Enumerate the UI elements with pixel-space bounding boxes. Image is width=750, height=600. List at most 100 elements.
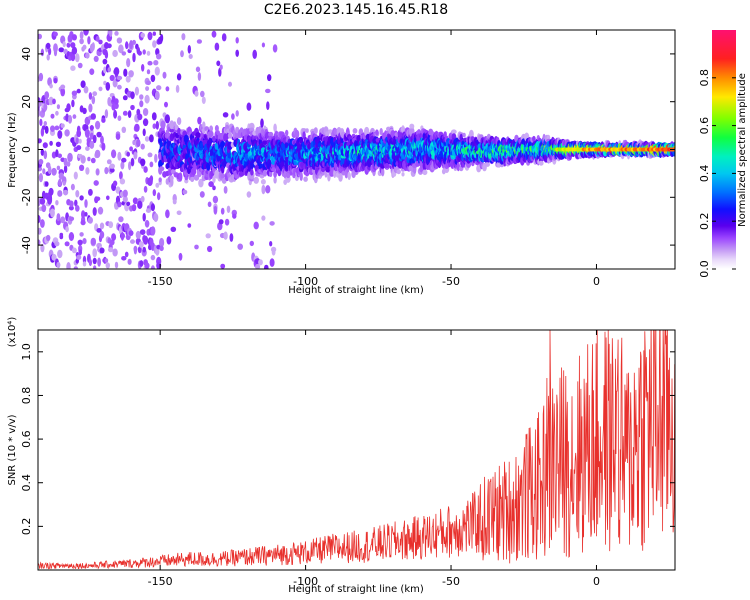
- heatmap-cell: [70, 42, 76, 49]
- heatmap-cell: [121, 126, 127, 133]
- heatmap-cell: [145, 86, 150, 91]
- heatmap-cell: [60, 216, 66, 224]
- heatmap-cell: [50, 125, 55, 132]
- heatmap-cell: [71, 247, 77, 254]
- heatmap-cell: [152, 189, 156, 197]
- heatmap-cell: [113, 67, 120, 76]
- heatmap-cell: [111, 149, 117, 159]
- heatmap-cell: [84, 212, 88, 217]
- heatmap-cell: [226, 205, 231, 213]
- heatmap-cell: [187, 126, 191, 132]
- heatmap-cell: [94, 196, 101, 202]
- heatmap-cell: [66, 262, 71, 269]
- heatmap-cell: [112, 180, 118, 187]
- chart-title: C2E6.2023.145.16.45.R18: [264, 2, 448, 18]
- heatmap-cell: [409, 123, 415, 130]
- heatmap-cell: [104, 258, 109, 263]
- heatmap-cell: [74, 199, 78, 207]
- heatmap-cell: [70, 65, 76, 71]
- heatmap-cell: [182, 189, 188, 195]
- heatmap-cell: [115, 133, 121, 140]
- heatmap-cell: [128, 230, 134, 237]
- heatmap-cell: [176, 117, 182, 126]
- heatmap-cell: [223, 186, 228, 194]
- heatmap-cell: [222, 112, 229, 118]
- heatmap-cell: [130, 239, 135, 244]
- heatmap-cell: [159, 245, 164, 252]
- heatmap-cell: [103, 80, 107, 86]
- heatmap-cell: [83, 86, 89, 94]
- heatmap-cell: [260, 179, 266, 185]
- heatmap-cell: [68, 232, 75, 241]
- heatmap-cell: [209, 125, 214, 132]
- heatmap-cell: [118, 216, 124, 223]
- heatmap-cell: [194, 90, 199, 97]
- heatmap-cell: [253, 176, 259, 184]
- heatmap-cell: [88, 92, 93, 100]
- heatmap-cell: [155, 182, 160, 188]
- heatmap-cell: [117, 115, 122, 121]
- heatmap-cell: [187, 45, 191, 54]
- heatmap-cell: [115, 186, 121, 194]
- heatmap-cell: [130, 157, 135, 167]
- heatmap-cell: [44, 91, 50, 99]
- heatmap-cell: [38, 214, 41, 224]
- heatmap-cell: [138, 241, 144, 248]
- heatmap-cell: [79, 195, 84, 201]
- heatmap-cell: [147, 152, 153, 158]
- heatmap-cell: [38, 101, 42, 107]
- heatmap-cell: [266, 101, 270, 110]
- heatmap-cell: [341, 170, 345, 176]
- heatmap-cell: [220, 173, 226, 179]
- heatmap-cell: [201, 96, 206, 105]
- heatmap-cell: [277, 169, 282, 177]
- heatmap-cell: [214, 42, 220, 51]
- heatmap-cell: [261, 184, 266, 195]
- heatmap-cell: [196, 39, 202, 44]
- heatmap-cell: [137, 50, 142, 56]
- heatmap-cell: [60, 87, 66, 97]
- heatmap-cell: [84, 128, 90, 138]
- heatmap-cell: [190, 176, 195, 182]
- heatmap-cell: [112, 49, 118, 58]
- heatmap-cell: [235, 110, 239, 117]
- heatmap-cell: [202, 121, 206, 129]
- heatmap-cell: [91, 95, 96, 105]
- heatmap-cell: [180, 50, 184, 58]
- heatmap-cell: [60, 123, 65, 128]
- heatmap-cell: [184, 175, 188, 181]
- heatmap-cell: [235, 37, 239, 44]
- heatmap-cell: [104, 50, 109, 59]
- heatmap-cell: [87, 216, 93, 224]
- heatmap-cell: [95, 120, 101, 130]
- heatmap-cell: [294, 129, 300, 139]
- heatmap-cell: [59, 232, 64, 238]
- heatmap-cell: [219, 64, 223, 70]
- heatmap-cell: [140, 158, 146, 167]
- heatmap-cell: [57, 130, 63, 139]
- heatmap-cell: [51, 253, 57, 261]
- heatmap-cell: [117, 201, 122, 208]
- heatmap-cell: [117, 84, 122, 90]
- heatmap-cell: [152, 123, 157, 129]
- heatmap-cell: [212, 135, 216, 142]
- heatmap-cell: [221, 33, 227, 42]
- heatmap-cell: [150, 254, 156, 261]
- heatmap-cell: [125, 75, 131, 83]
- heatmap-cell: [169, 128, 175, 133]
- heatmap-cell: [140, 32, 145, 38]
- heatmap-cell: [132, 39, 136, 45]
- heatmap-cell: [347, 172, 351, 180]
- heatmap-cell: [108, 221, 114, 229]
- heatmap-cell: [134, 86, 139, 96]
- heatmap-cell: [213, 205, 218, 215]
- heatmap-cell: [80, 80, 86, 88]
- heatmap-cell: [52, 98, 56, 105]
- heatmap-cell: [123, 68, 128, 77]
- heatmap-cell: [166, 236, 172, 245]
- heatmap-cell: [139, 100, 144, 108]
- heatmap-cell: [313, 127, 318, 134]
- heatmap-cell: [211, 30, 217, 38]
- heatmap-cell: [129, 146, 134, 152]
- heatmap-cell: [53, 31, 58, 37]
